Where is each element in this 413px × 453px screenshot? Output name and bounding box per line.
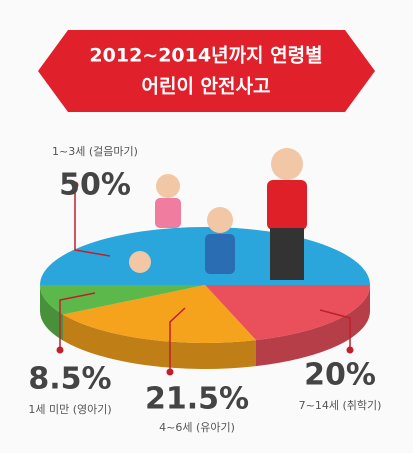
figure-body	[267, 180, 307, 230]
leader-line	[319, 309, 351, 350]
chart-title: 2012~2014년까지 연령별	[89, 45, 322, 67]
category-label: 1~3세 (걸음마기)	[52, 145, 138, 158]
value-label: 8.5%	[28, 362, 111, 397]
figure-body	[205, 234, 235, 274]
slice	[205, 285, 370, 341]
leader-dot	[71, 181, 79, 189]
figure-body	[155, 198, 181, 228]
slice	[40, 285, 205, 315]
slice-side	[255, 285, 370, 367]
category-label: 7~14세 (취학기)	[299, 399, 382, 412]
slice-side	[62, 314, 256, 369]
category-label: 4~6세 (유아기)	[159, 421, 235, 434]
figure-head	[129, 251, 151, 273]
leader-line	[59, 292, 96, 350]
leader-dot	[56, 346, 64, 354]
value-label: 21.5%	[145, 382, 249, 417]
figures	[129, 148, 307, 280]
slice	[62, 285, 256, 343]
slice-side	[40, 285, 63, 341]
category-label: 1세 미만 (영아기)	[28, 403, 111, 416]
figure-head	[271, 148, 303, 180]
leader-dot	[346, 346, 354, 354]
value-label: 20%	[304, 358, 376, 393]
leader-dot	[166, 368, 174, 376]
value-label: 50%	[59, 168, 131, 203]
title-banner	[38, 30, 375, 112]
labels: 50% 1~3세 (걸음마기) 20% 7~14세 (취학기) 21.5% 4~6세 (유…	[28, 145, 381, 434]
figure-head	[207, 207, 233, 233]
chart-title: 어린이 안전사고	[142, 76, 271, 98]
leader-line	[74, 185, 111, 257]
figure-legs	[270, 228, 304, 280]
leader-line	[169, 307, 186, 372]
figure-head	[156, 174, 180, 198]
